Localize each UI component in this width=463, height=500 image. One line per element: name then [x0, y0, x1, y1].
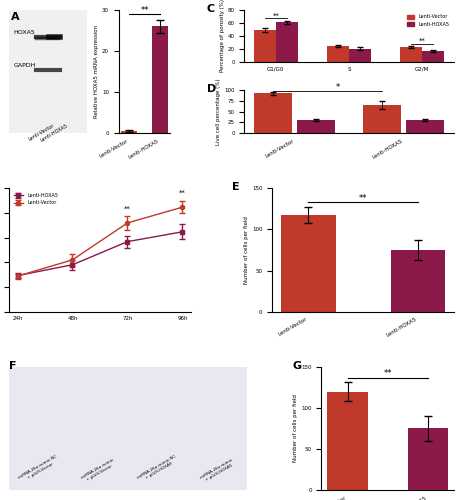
Text: HOXA5: HOXA5	[13, 30, 35, 35]
Bar	[297, 120, 336, 133]
Text: **: **	[273, 12, 279, 18]
Y-axis label: Relative HOXA5 mRNA expression: Relative HOXA5 mRNA expression	[94, 25, 99, 118]
Bar	[254, 94, 292, 133]
Bar	[407, 428, 448, 490]
Text: miRNA-26a mimic
+ pLVX-Vector: miRNA-26a mimic + pLVX-Vector	[80, 458, 117, 484]
Y-axis label: Percentage of porosity (%): Percentage of porosity (%)	[220, 0, 225, 72]
Bar	[349, 48, 371, 62]
Text: **: **	[383, 369, 392, 378]
Text: D: D	[206, 84, 216, 94]
Y-axis label: Number of cells per field: Number of cells per field	[244, 216, 249, 284]
Text: **: **	[124, 206, 131, 212]
Text: A: A	[11, 12, 19, 22]
Y-axis label: Live cell percentage (%): Live cell percentage (%)	[216, 78, 221, 145]
Legend: Lenti-Vector, Lenti-HOXA5: Lenti-Vector, Lenti-HOXA5	[405, 12, 451, 28]
Bar	[281, 214, 336, 312]
Text: E: E	[232, 182, 240, 192]
Text: C: C	[206, 4, 215, 14]
Text: **: **	[419, 38, 425, 44]
Text: miRNA-26a mimic NC
+ pLVX-Vector: miRNA-26a mimic NC + pLVX-Vector	[18, 454, 60, 484]
Text: Lenti-Vector: Lenti-Vector	[28, 123, 56, 142]
Bar	[327, 46, 349, 62]
Text: *: *	[336, 84, 340, 92]
Bar	[406, 120, 444, 133]
Bar	[422, 50, 444, 62]
Text: G: G	[292, 361, 301, 371]
Text: miRNA-26a mimic NC
+ pLVX-HOXA5: miRNA-26a mimic NC + pLVX-HOXA5	[137, 454, 179, 484]
Text: F: F	[9, 361, 17, 371]
Bar	[400, 47, 422, 62]
Bar	[276, 22, 298, 62]
Bar	[121, 131, 137, 133]
Text: **: **	[359, 194, 367, 203]
Bar	[152, 26, 168, 133]
Bar	[363, 105, 400, 133]
Text: **: **	[179, 190, 186, 196]
Text: miRNA-26a mimic
+ pLVX-HOXA5: miRNA-26a mimic + pLVX-HOXA5	[200, 458, 236, 484]
Legend: Lenti-HOXA5, Lenti-Vector: Lenti-HOXA5, Lenti-Vector	[12, 191, 60, 207]
Text: Lenti-HOXA5: Lenti-HOXA5	[39, 123, 69, 143]
Y-axis label: Number of cells per field: Number of cells per field	[294, 394, 299, 462]
Bar	[390, 250, 445, 312]
Text: **: **	[140, 6, 149, 15]
Text: GAPDH: GAPDH	[13, 63, 36, 68]
Bar	[327, 392, 368, 490]
Bar	[254, 30, 276, 62]
